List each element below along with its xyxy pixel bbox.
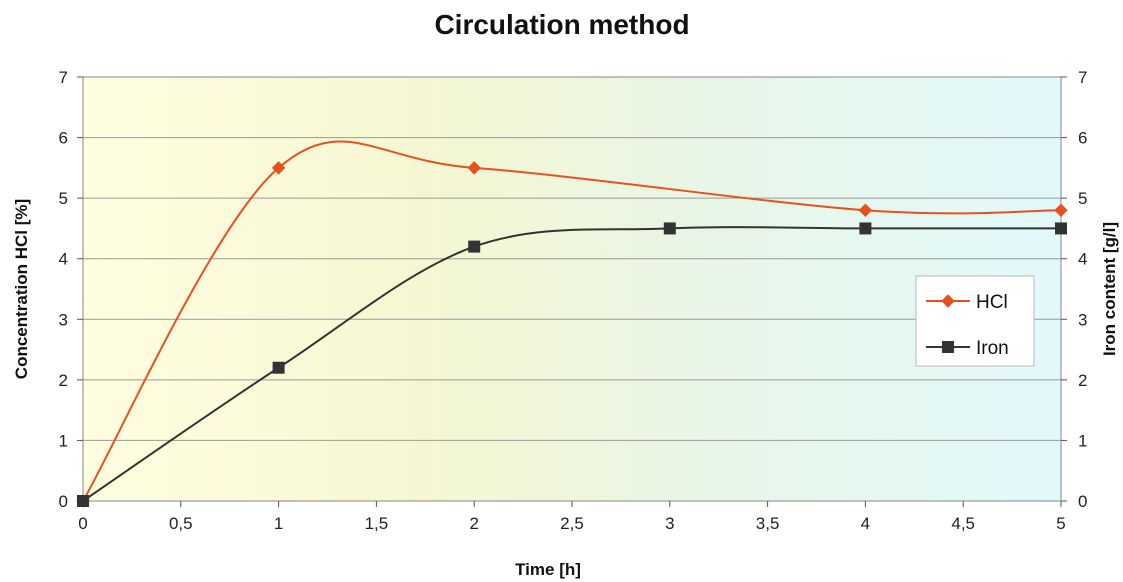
legend-label-iron: Iron <box>976 338 1009 359</box>
y2-tick-label-7: 7 <box>1078 68 1087 87</box>
x-tick-label-8: 4 <box>861 514 870 533</box>
data-point-iron-3 <box>663 222 676 235</box>
series-iron <box>77 222 1067 507</box>
y2-tick-label-3: 3 <box>1078 310 1087 329</box>
plot-area <box>82 76 1062 502</box>
x-tick-label-2: 1 <box>274 514 283 533</box>
x-axis: 0 0,5 1 1,5 2 2,5 3 3,5 4 4,5 5 <box>78 501 1066 533</box>
y-tick-label-1: 1 <box>59 431 68 450</box>
chart-title: Circulation method <box>434 9 689 40</box>
x-tick-label-7: 3,5 <box>756 514 780 533</box>
y2-tick-label-4: 4 <box>1078 250 1087 269</box>
y-axis-left: 0 1 2 3 4 5 6 7 <box>59 68 83 511</box>
y-tick-label-4: 4 <box>59 250 68 269</box>
x-tick-label-1: 0,5 <box>169 514 193 533</box>
x-axis-title: Time [h] <box>515 560 581 579</box>
data-point-iron-2 <box>468 240 481 253</box>
data-point-iron-0 <box>77 495 89 507</box>
x-tick-label-0: 0 <box>78 514 87 533</box>
legend: HCl Iron <box>915 275 1035 367</box>
grid-lines <box>83 137 1061 441</box>
y2-tick-label-5: 5 <box>1078 189 1087 208</box>
x-tick-label-10: 5 <box>1056 514 1065 533</box>
data-point-iron-1 <box>272 361 285 374</box>
x-tick-label-4: 2 <box>469 514 478 533</box>
series-line-iron <box>82 226 1061 502</box>
data-point-hcl-2 <box>467 161 481 175</box>
data-point-hcl-3 <box>858 203 873 217</box>
y-tick-label-0: 0 <box>59 492 68 511</box>
data-point-iron-5 <box>1055 222 1067 235</box>
x-tick-label-5: 2,5 <box>560 514 584 533</box>
data-point-hcl-1 <box>271 161 286 175</box>
x-tick-label-3: 1,5 <box>365 514 389 533</box>
y-axis-right: 0 1 2 3 4 5 6 7 <box>1061 68 1087 511</box>
y-axis-title: Concentration HCl [%] <box>12 199 31 379</box>
data-point-hcl-4 <box>1054 203 1068 217</box>
series-hcl <box>76 140 1068 508</box>
x-tick-label-6: 3 <box>665 514 674 533</box>
legend-marker-iron <box>942 341 954 353</box>
legend-box <box>915 275 1035 367</box>
y-tick-label-2: 2 <box>59 371 68 390</box>
legend-marker-hcl <box>941 294 955 308</box>
y-tick-label-7: 7 <box>59 68 68 87</box>
y2-tick-label-1: 1 <box>1078 431 1087 450</box>
data-point-iron-4 <box>859 222 872 235</box>
series-layer <box>76 140 1068 508</box>
legend-label-hcl: HCl <box>976 292 1008 313</box>
y-tick-label-5: 5 <box>59 189 68 208</box>
x-tick-label-9: 4,5 <box>951 514 975 533</box>
y-tick-label-6: 6 <box>59 129 68 148</box>
y-tick-label-3: 3 <box>59 310 68 329</box>
y2-axis-title: Iron content [g/l] <box>1100 222 1119 356</box>
y2-tick-label-2: 2 <box>1078 371 1087 390</box>
y2-tick-label-6: 6 <box>1078 129 1087 148</box>
y2-tick-label-0: 0 <box>1078 492 1087 511</box>
